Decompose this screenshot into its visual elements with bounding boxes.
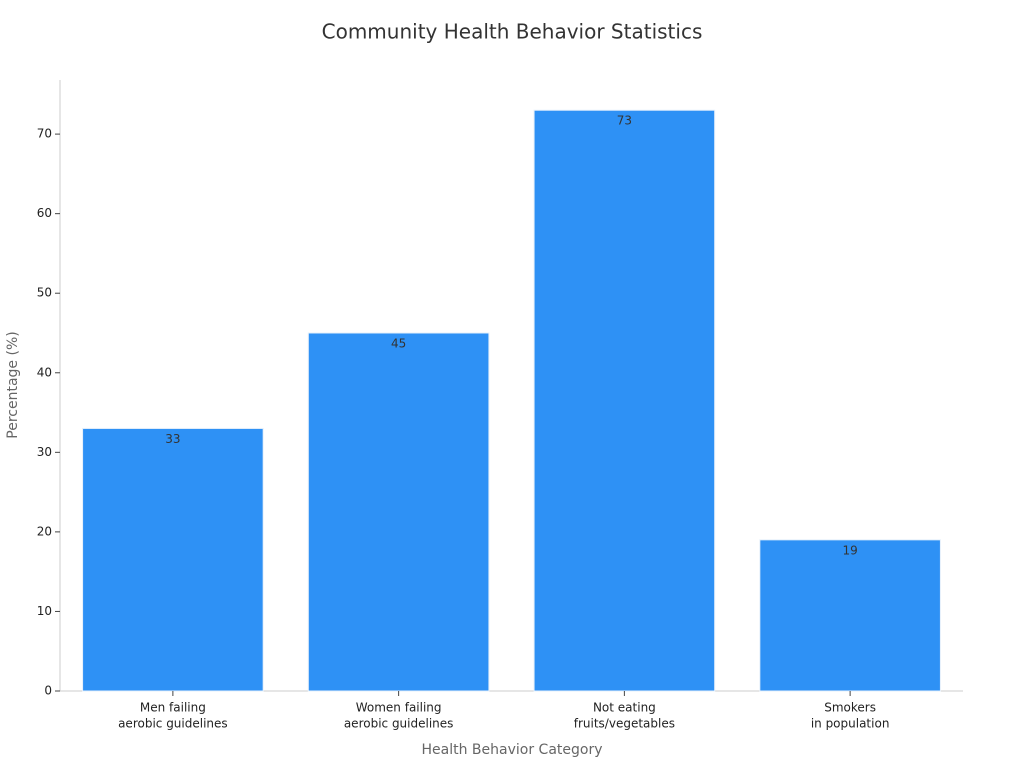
y-tick-label: 60 [37,206,52,220]
value-label: 33 [165,432,180,446]
value-label: 73 [617,114,632,128]
x-tick-label: Not eating [593,701,656,715]
y-tick-label: 50 [37,286,52,300]
bar [82,427,264,692]
value-label: 45 [391,336,406,350]
y-tick-label: 20 [37,524,52,538]
x-axis-label: Health Behavior Category [422,742,603,758]
y-tick-label: 30 [37,445,52,459]
y-tick-label: 0 [44,684,52,698]
bar [307,332,490,692]
chart-title: Community Health Behavior Statistics [322,20,703,44]
value-label: 19 [842,543,857,557]
y-tick-label: 40 [37,365,52,379]
x-tick-label: in population [811,717,890,731]
x-tick-label: Men failing [140,701,206,715]
bar [533,109,716,692]
x-tick-label: aerobic guidelines [344,717,454,731]
bar [759,539,941,692]
x-tick-label: aerobic guidelines [118,717,228,731]
x-tick-label: Women failing [356,701,442,715]
x-tick-label: Smokers [824,701,876,715]
y-axis-label: Percentage (%) [5,331,21,438]
y-tick-label: 70 [37,127,52,141]
x-tick-label: fruits/vegetables [574,717,675,731]
y-tick-label: 10 [37,604,52,618]
